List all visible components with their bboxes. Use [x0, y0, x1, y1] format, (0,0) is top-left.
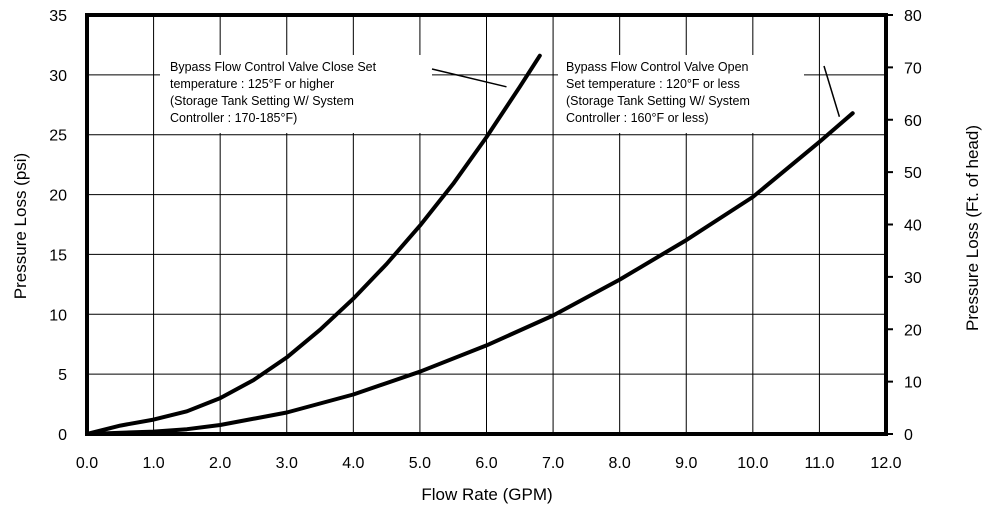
x-tick-label: 6.0 — [475, 455, 497, 472]
close-valve-curve — [85, 53, 542, 436]
annotation-box — [558, 55, 804, 133]
y2-axis-title: Pressure Loss (Ft. of head) — [963, 125, 982, 331]
x-tick-label: 10.0 — [737, 455, 768, 472]
y2-tick-label: 60 — [904, 113, 922, 130]
x-tick-label: 5.0 — [409, 455, 431, 472]
x-axis-title: Flow Rate (GPM) — [421, 485, 552, 504]
x-tick-label: 4.0 — [342, 455, 364, 472]
x-tick-labels: 0.0 1.0 2.0 3.0 4.0 5.0 6.0 7.0 8.0 9.0 10.0 11.0 12… — [76, 455, 902, 472]
y2-tick-label: 0 — [904, 427, 913, 444]
y2-tick-label: 30 — [904, 270, 922, 287]
x-tick-label: 11.0 — [804, 455, 834, 472]
y-tick-label: 0 — [58, 427, 67, 444]
y-tick-label: 30 — [49, 68, 67, 85]
annotation-text: temperature : 125°F or higher — [170, 77, 334, 91]
y-tick-label: 5 — [58, 367, 67, 384]
y-tick-label: 20 — [49, 188, 67, 205]
y-tick-label: 25 — [49, 128, 67, 145]
curve-layer — [85, 53, 855, 436]
annotation-text: Controller : 170-185°F) — [170, 111, 297, 125]
annotation-leader — [431, 68, 507, 88]
x-tick-label: 2.0 — [209, 455, 231, 472]
y2-tick-label: 70 — [904, 60, 922, 77]
y-tick-label: 15 — [49, 247, 67, 264]
annotation-text: Bypass Flow Control Valve Close Set — [170, 60, 377, 74]
y2-tick-label: 10 — [904, 375, 922, 392]
annotation-text: (Storage Tank Setting W/ System — [566, 94, 750, 108]
annotation-leader — [823, 65, 841, 117]
y2-tick-label: 80 — [904, 8, 922, 25]
open-valve-curve — [85, 111, 855, 436]
annotation-text: Controller : 160°F or less) — [566, 111, 709, 125]
y-tick-labels: 0 5 10 15 20 25 30 35 — [49, 8, 67, 444]
x-tick-label: 8.0 — [609, 455, 631, 472]
y2-tick-label: 20 — [904, 322, 922, 339]
y-axis-title: Pressure Loss (psi) — [11, 153, 30, 299]
y-tick-label: 35 — [49, 8, 67, 25]
x-tick-label: 12.0 — [870, 455, 901, 472]
x-tick-label: 1.0 — [142, 455, 164, 472]
x-tick-label: 0.0 — [76, 455, 98, 472]
y2-tick-label: 40 — [904, 218, 922, 235]
y2-tick-labels: 0 10 20 30 40 50 60 70 80 — [886, 8, 922, 444]
annotation-layer: Bypass Flow Control Valve Close Set tempe… — [160, 55, 841, 133]
annotation-text: Bypass Flow Control Valve Open — [566, 60, 749, 74]
annotation-text: Set temperature : 120°F or less — [566, 77, 740, 91]
x-tick-label: 7.0 — [542, 455, 564, 472]
x-tick-label: 9.0 — [675, 455, 697, 472]
y2-tick-label: 50 — [904, 165, 922, 182]
grid-layer — [87, 15, 886, 434]
x-tick-label: 3.0 — [276, 455, 298, 472]
annotation-text: (Storage Tank Setting W/ System — [170, 94, 354, 108]
y-tick-label: 10 — [49, 307, 67, 324]
annotation-box — [160, 55, 432, 133]
